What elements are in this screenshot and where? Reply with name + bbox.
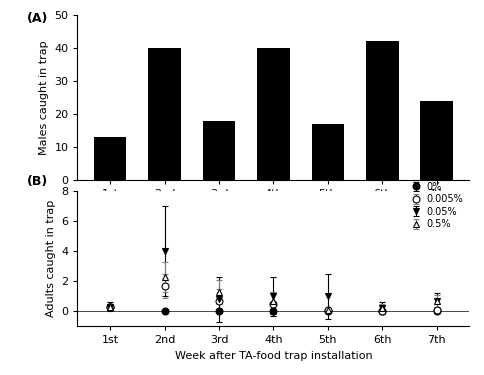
Bar bbox=[421, 101, 453, 180]
Y-axis label: Males caught in trap: Males caught in trap bbox=[39, 40, 49, 155]
Bar bbox=[148, 48, 181, 180]
Bar bbox=[366, 41, 399, 180]
Legend: 0%, 0.005%, 0.05%, 0.5%: 0%, 0.005%, 0.05%, 0.5% bbox=[408, 180, 465, 231]
Text: (B): (B) bbox=[27, 175, 48, 188]
Bar bbox=[312, 124, 344, 180]
X-axis label: Week after TA-food trap installation: Week after TA-food trap installation bbox=[175, 351, 372, 361]
Bar bbox=[257, 48, 290, 180]
Y-axis label: Adults caught in trap: Adults caught in trap bbox=[45, 200, 56, 317]
Bar bbox=[94, 137, 126, 180]
Bar bbox=[203, 121, 235, 180]
Text: (A): (A) bbox=[27, 12, 48, 25]
